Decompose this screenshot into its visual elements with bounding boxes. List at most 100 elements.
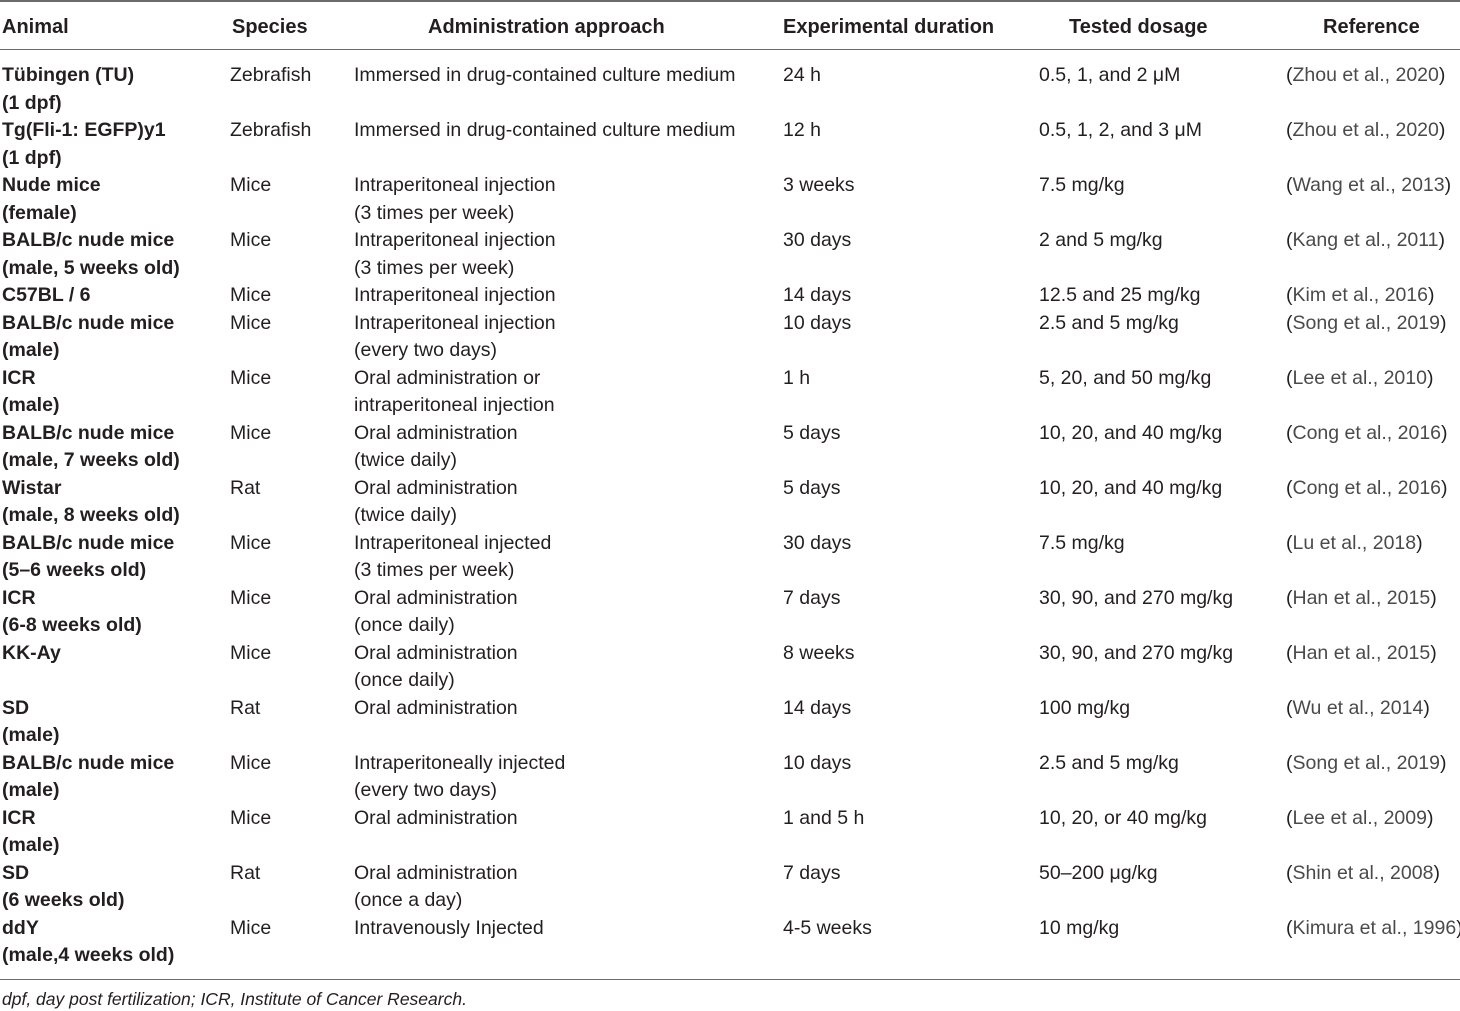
cell-administration-line: Immersed in drug-contained culture mediu…: [354, 119, 736, 141]
table-row: BALB/c nude mice (male) Mice Intraperitonea…: [0, 310, 1460, 365]
table-row: BALB/c nude mice (male, 7 weeks old) Mice O…: [0, 420, 1460, 475]
cell-dosage: 7.5 mg/kg: [1039, 531, 1125, 554]
cell-administration-line: Intraperitoneal injection: [354, 284, 556, 306]
header-experimental-duration: Experimental duration: [783, 16, 995, 38]
cell-reference: (Kim et al., 2016): [1286, 284, 1435, 306]
cell-dosage: 30, 90, and 270 mg/kg: [1039, 641, 1234, 664]
cell-dosage: 2.5 and 5 mg/kg: [1039, 751, 1179, 774]
cell-administration-line: Intravenously Injected: [354, 916, 544, 939]
cell-dosage: 30, 90, and 270 mg/kg: [1039, 586, 1234, 609]
cell-administration-line: Oral administration: [354, 641, 518, 664]
cell-reference: (Cong et al., 2016): [1286, 476, 1448, 499]
cell-animal: C57BL / 6: [2, 282, 91, 310]
cell-dosage: 7.5 mg/kg: [1039, 174, 1125, 196]
reference-link[interactable]: Cong et al., 2016: [1292, 421, 1442, 444]
cell-animal: BALB/c nude mice (male): [2, 310, 174, 365]
table-row: SD (6 weeks old) Rat Oral administration (on…: [0, 860, 1460, 915]
cell-dosage: 2 and 5 mg/kg: [1039, 229, 1163, 251]
table-row: ICR (6-8 weeks old) Mice Oral administratio…: [0, 585, 1460, 640]
cell-reference: (Lee et al., 2009): [1286, 806, 1434, 829]
cell-animal-line: Tübingen (TU): [2, 64, 135, 86]
cell-administration-line: Intraperitoneally injected: [354, 751, 566, 774]
reference-link[interactable]: Kimura et al., 1996: [1292, 916, 1457, 939]
header-animal: Animal: [2, 16, 69, 38]
cell-administration-line: (3 times per week): [354, 559, 515, 581]
reference-link[interactable]: Han et al., 2015: [1292, 586, 1431, 609]
table-row: Nude mice (female) Mice Intraperitoneal inj…: [0, 172, 1460, 227]
cell-administration: Oral administration: [354, 695, 518, 723]
cell-animal-line: (female): [2, 201, 77, 224]
cell-animal-line: C57BL / 6: [2, 284, 91, 306]
cell-administration: Intraperitoneal injection (every two days…: [354, 310, 556, 365]
reference-link[interactable]: Kim et al., 2016: [1292, 284, 1429, 306]
cell-administration-line: (twice daily): [354, 449, 457, 471]
reference-link[interactable]: Lee et al., 2009: [1292, 806, 1427, 829]
cell-administration-line: Intraperitoneal injection: [354, 174, 556, 196]
cell-dosage: 10 mg/kg: [1039, 916, 1120, 939]
cell-animal: ICR (male): [2, 365, 59, 420]
cell-administration-line: (once a day): [354, 889, 463, 911]
reference-link[interactable]: Cong et al., 2016: [1292, 476, 1442, 499]
reference-link[interactable]: Han et al., 2015: [1292, 641, 1431, 664]
cell-administration-line: Oral administration: [354, 421, 518, 444]
reference-link[interactable]: Shin et al., 2008: [1292, 861, 1434, 884]
cell-duration: 14 days: [783, 284, 852, 306]
cell-duration: 4-5 weeks: [783, 916, 872, 939]
cell-dosage: 100 mg/kg: [1039, 696, 1131, 719]
table-top-rule: [0, 0, 1460, 2]
cell-administration-line: (every two days): [354, 779, 498, 801]
cell-administration: Oral administration (once a day): [354, 860, 518, 915]
cell-dosage: 12.5 and 25 mg/kg: [1039, 284, 1201, 306]
cell-reference: (Zhou et al., 2020): [1286, 64, 1446, 86]
cell-reference: (Han et al., 2015): [1286, 586, 1437, 609]
cell-animal-line: (6-8 weeks old): [2, 614, 142, 636]
cell-administration: Oral administration (once daily): [354, 640, 518, 695]
reference-link[interactable]: Zhou et al., 2020: [1292, 64, 1439, 86]
table-row: KK-Ay Mice Oral administration (once daily)…: [0, 640, 1460, 695]
cell-species: Mice: [230, 641, 272, 664]
cell-animal: ddY (male,4 weeks old): [2, 915, 174, 970]
cell-duration: 7 days: [783, 586, 841, 609]
table-footnote: dpf, day post fertilization; ICR, Instit…: [2, 989, 467, 1009]
cell-reference: (Lu et al., 2018): [1286, 531, 1423, 554]
cell-animal-line: ICR: [2, 806, 36, 829]
cell-animal-line: (male): [2, 724, 60, 746]
cell-duration: 5 days: [783, 476, 841, 499]
cell-species: Mice: [230, 174, 272, 196]
reference-link[interactable]: Zhou et al., 2020: [1292, 119, 1439, 141]
table-row: BALB/c nude mice (5–6 weeks old) Mice Intra…: [0, 530, 1460, 585]
cell-administration-line: Oral administration: [354, 586, 518, 609]
reference-link[interactable]: Wang et al., 2013: [1292, 174, 1445, 196]
reference-link[interactable]: Lu et al., 2018: [1292, 531, 1417, 554]
cell-species: Mice: [230, 421, 272, 444]
reference-link[interactable]: Kang et al., 2011: [1292, 229, 1439, 251]
cell-animal: BALB/c nude mice (male): [2, 750, 174, 805]
cell-animal-line: (1 dpf): [2, 91, 62, 114]
cell-duration: 1 h: [783, 366, 811, 389]
reference-link[interactable]: Song et al., 2019: [1292, 751, 1440, 774]
cell-dosage: 5, 20, and 50 mg/kg: [1039, 366, 1212, 389]
cell-animal-line: SD: [2, 696, 30, 719]
reference-link[interactable]: Song et al., 2019: [1292, 311, 1440, 334]
cell-administration-line: Immersed in drug-contained culture mediu…: [354, 64, 736, 86]
cell-dosage: 0.5, 1, and 2 μM: [1039, 64, 1181, 86]
cell-duration: 12 h: [783, 119, 821, 141]
cell-duration: 5 days: [783, 421, 841, 444]
table-row: BALB/c nude mice (male) Mice Intraperitonea…: [0, 750, 1460, 805]
cell-reference: (Han et al., 2015): [1286, 641, 1437, 664]
reference-link[interactable]: Wu et al., 2014: [1292, 696, 1424, 719]
cell-animal-line: SD: [2, 861, 30, 884]
header-administration-approach: Administration approach: [428, 16, 665, 38]
cell-animal: ICR (male): [2, 805, 59, 860]
cell-administration-line: Oral administration: [354, 696, 518, 719]
cell-animal: BALB/c nude mice (male, 5 weeks old): [2, 227, 180, 282]
cell-animal: ICR (6-8 weeks old): [2, 585, 142, 640]
cell-animal: BALB/c nude mice (5–6 weeks old): [2, 530, 174, 585]
cell-administration: Intraperitoneal injected (3 times per wee…: [354, 530, 551, 585]
reference-link[interactable]: Lee et al., 2010: [1292, 366, 1427, 389]
cell-dosage: 10, 20, and 40 mg/kg: [1039, 421, 1223, 444]
cell-animal-line: (male, 7 weeks old): [2, 449, 180, 471]
cell-animal: SD (6 weeks old): [2, 860, 124, 915]
table-row: BALB/c nude mice (male, 5 weeks old) Mice I…: [0, 227, 1460, 282]
header-species: Species: [232, 16, 308, 38]
